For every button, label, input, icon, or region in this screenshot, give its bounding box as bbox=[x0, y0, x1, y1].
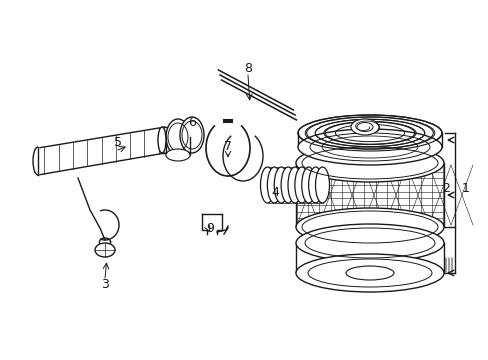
Ellipse shape bbox=[297, 129, 441, 165]
Ellipse shape bbox=[295, 144, 443, 182]
Ellipse shape bbox=[294, 167, 308, 203]
Text: 7: 7 bbox=[224, 140, 231, 153]
Ellipse shape bbox=[165, 149, 190, 161]
Ellipse shape bbox=[301, 167, 315, 203]
Text: 9: 9 bbox=[205, 221, 214, 234]
Ellipse shape bbox=[346, 266, 393, 280]
Ellipse shape bbox=[356, 122, 372, 131]
Ellipse shape bbox=[295, 208, 443, 246]
Text: 5: 5 bbox=[114, 136, 122, 149]
Ellipse shape bbox=[180, 117, 203, 153]
Ellipse shape bbox=[308, 167, 322, 203]
Ellipse shape bbox=[315, 167, 329, 203]
Ellipse shape bbox=[281, 167, 295, 203]
Text: 2: 2 bbox=[441, 181, 449, 194]
Ellipse shape bbox=[33, 147, 43, 175]
Text: 1: 1 bbox=[461, 181, 469, 194]
Ellipse shape bbox=[295, 254, 443, 292]
Text: 4: 4 bbox=[270, 186, 278, 199]
Text: 8: 8 bbox=[244, 62, 251, 75]
Ellipse shape bbox=[165, 119, 190, 155]
Ellipse shape bbox=[297, 115, 441, 151]
Ellipse shape bbox=[95, 243, 115, 257]
Ellipse shape bbox=[274, 167, 287, 203]
Ellipse shape bbox=[260, 167, 274, 203]
Ellipse shape bbox=[287, 167, 302, 203]
Ellipse shape bbox=[158, 127, 165, 153]
Ellipse shape bbox=[267, 167, 281, 203]
Text: 6: 6 bbox=[188, 116, 196, 129]
Text: 3: 3 bbox=[101, 279, 109, 292]
Ellipse shape bbox=[350, 119, 378, 135]
Ellipse shape bbox=[295, 224, 443, 262]
